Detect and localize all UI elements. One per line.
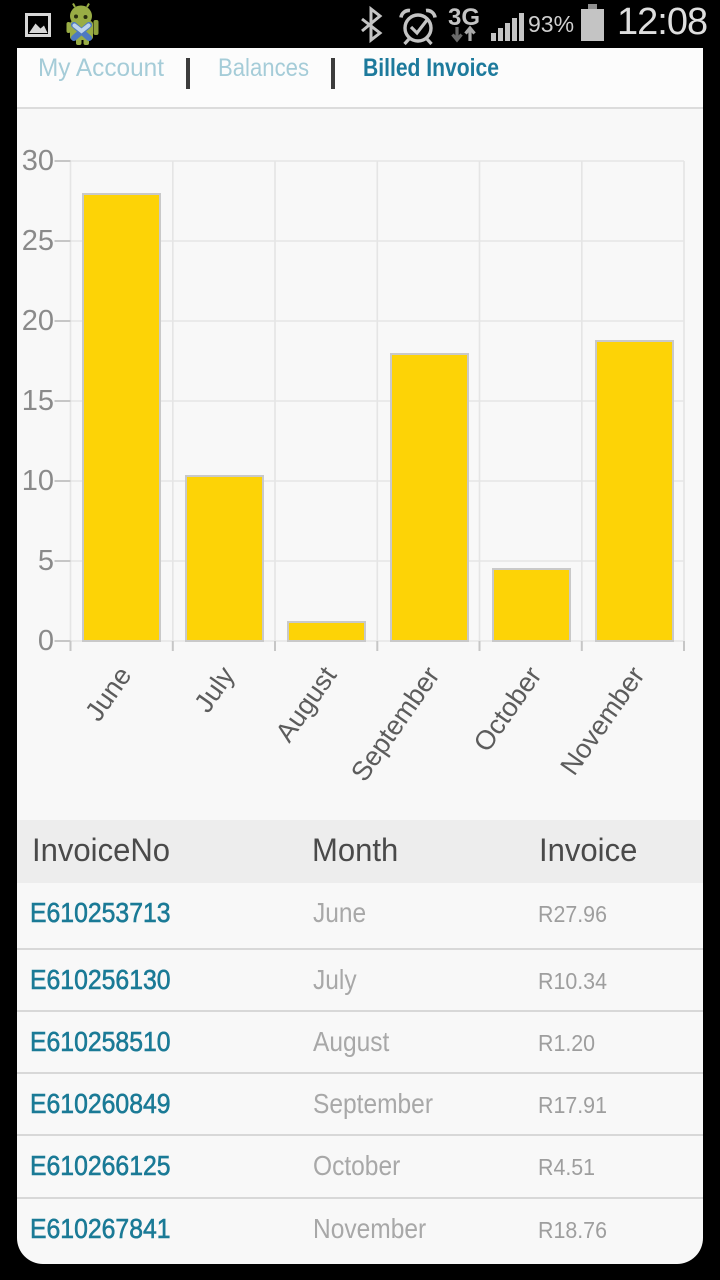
svg-text:October: October xyxy=(468,661,548,757)
svg-text:August: August xyxy=(270,661,343,747)
svg-text:June: June xyxy=(79,661,137,726)
svg-text:0: 0 xyxy=(38,625,54,657)
svg-text:November: November xyxy=(554,661,650,780)
svg-text:July: July xyxy=(188,661,240,718)
svg-text:3G: 3G xyxy=(448,4,480,31)
svg-text:20: 20 xyxy=(22,305,54,337)
svg-text:25: 25 xyxy=(22,225,54,257)
svg-text:15: 15 xyxy=(22,385,54,417)
svg-text:September: September xyxy=(345,661,445,786)
svg-text:30: 30 xyxy=(22,145,54,177)
svg-text:10: 10 xyxy=(22,465,54,497)
svg-text:5: 5 xyxy=(38,545,54,577)
